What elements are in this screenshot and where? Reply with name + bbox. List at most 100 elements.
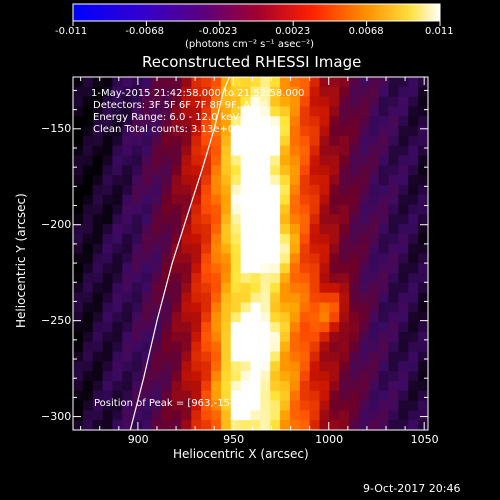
heatmap-cell [250,77,261,88]
heatmap-cell [368,86,380,98]
heatmap-cell [339,214,350,225]
heatmap-cell [339,243,350,255]
heatmap-cell [82,390,94,402]
heatmap-cell [378,106,390,117]
heatmap-cell [161,341,173,353]
heatmap-cell [418,341,428,353]
heatmap-cell [161,155,173,166]
heatmap-cell [339,116,350,127]
heatmap-cell [299,224,311,235]
heatmap-cell [398,204,409,215]
heatmap-cell [368,410,380,421]
heatmap-cell [339,331,350,343]
heatmap-cell [349,371,360,382]
heatmap-cell [112,410,123,421]
heatmap-cell [408,400,419,411]
heatmap-cell [201,116,212,127]
heatmap-cell [398,390,409,402]
heatmap-cell [151,224,163,235]
heatmap-cell [181,126,192,137]
heatmap-cell [408,204,419,215]
heatmap-cell [102,214,114,225]
heatmap-cell [191,233,202,245]
heatmap-cell [122,351,133,362]
heatmap-cell [250,126,261,137]
heatmap-cell [132,302,143,313]
heatmap-cell [309,214,321,225]
heatmap-cell [270,243,281,255]
heatmap-cell [378,175,390,186]
heatmap-cell [368,341,380,353]
heatmap-cell [112,400,123,411]
heatmap-cell [260,86,271,98]
heatmap-cell [408,126,419,137]
heatmap-cell [289,224,301,235]
heatmap-cell [358,175,370,186]
heatmap-cell [309,233,321,245]
heatmap-cell [358,106,370,117]
heatmap-cell [280,390,291,402]
heatmap-cell [132,400,143,411]
heatmap-cell [151,390,163,402]
heatmap-cell [151,351,163,362]
heatmap-cell [230,155,242,166]
heatmap-cell [92,273,104,284]
heatmap-cell [171,341,183,353]
heatmap-cell [171,302,183,313]
heatmap-cell [181,116,192,127]
heatmap-cell [289,233,301,245]
heatmap-cell [201,312,212,323]
heatmap-cell [280,116,291,127]
heatmap-cell [220,282,232,294]
heatmap-cell [398,361,409,372]
heatmap-cell [122,273,133,284]
heatmap-cell [151,420,163,430]
heatmap-cell [378,361,390,372]
heatmap-cell [151,361,163,372]
heatmap-cell [349,400,360,411]
heatmap-cell [250,214,261,225]
heatmap-cell [289,341,301,353]
heatmap-cell [181,302,192,313]
heatmap-cell [142,410,153,421]
heatmap-cell [240,155,252,166]
heatmap-cell [181,135,192,147]
heatmap-cell [319,380,330,392]
heatmap-cell [329,175,340,186]
heatmap-cell [378,292,390,304]
heatmap-cell [142,420,153,430]
heatmap-cell [260,302,271,313]
heatmap-cell [280,371,291,382]
heatmap-cell [112,243,123,255]
heatmap-cell [102,253,114,264]
heatmap-cell [171,116,183,127]
heatmap-cell [319,292,330,304]
heatmap-cell [220,86,232,98]
heatmap-cell [161,175,173,186]
heatmap-cell [250,184,261,196]
heatmap-cell [240,214,252,225]
heatmap-cell [230,77,242,88]
heatmap-cell [408,243,419,255]
heatmap-cell [151,96,163,108]
heatmap-cell [329,243,340,255]
heatmap-cell [358,263,370,274]
heatmap-cell [211,165,222,176]
heatmap-cell [289,400,301,411]
heatmap-cell [151,410,163,421]
heatmap-cell [418,371,428,382]
heatmap-cell [299,410,311,421]
heatmap-cell [299,312,311,323]
heatmap-cell [112,135,123,147]
heatmap-cell [181,331,192,343]
heatmap-cell [358,322,370,333]
heatmap-cell [230,361,242,372]
heatmap-cell [349,165,360,176]
heatmap-cell [349,194,360,206]
heatmap-cell [408,410,419,421]
heatmap-cell [151,175,163,186]
heatmap-cell [201,77,212,88]
heatmap-cell [161,96,173,108]
heatmap-cell [240,410,252,421]
heatmap-cell [151,371,163,382]
